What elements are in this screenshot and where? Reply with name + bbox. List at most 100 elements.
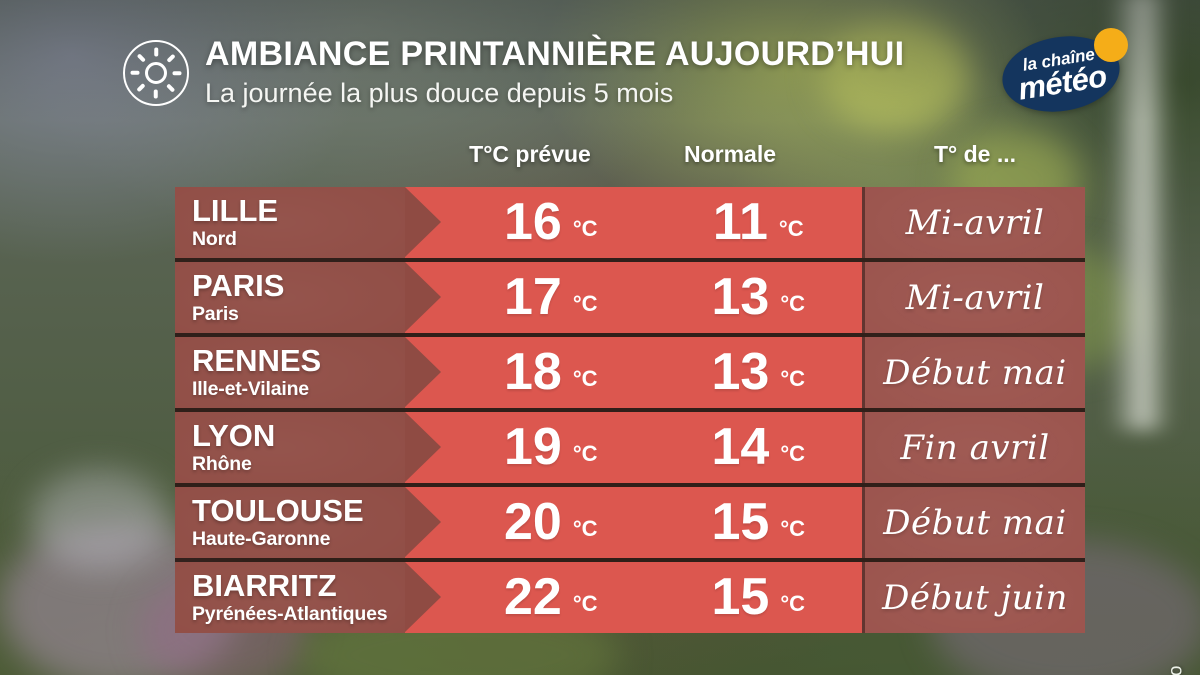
normal-unit: °C (780, 516, 806, 541)
t-de-value: Début mai (883, 502, 1067, 543)
normal-temperature: 15 °C (655, 487, 863, 558)
background-flower-patch (30, 470, 170, 570)
city-name: LYON (192, 418, 276, 454)
forecast-value: 19 (503, 418, 562, 476)
normal-temperature: 14 °C (655, 412, 863, 483)
normal-temperature: 13 °C (655, 262, 863, 333)
city-cell: TOULOUSE Haute-Garonne (175, 487, 405, 558)
forecast-unit: °C (572, 591, 598, 616)
normal-value: 13 (711, 268, 770, 326)
forecast-temperature: 16 °C (447, 187, 655, 258)
temperature-cells: 17 °C 13 °C (405, 262, 862, 333)
city-name: TOULOUSE (192, 493, 364, 529)
arrow-right-icon (405, 487, 441, 557)
forecast-temperature: 17 °C (447, 262, 655, 333)
sun-ray-icon (154, 89, 158, 99)
city-name: RENNES (192, 343, 322, 379)
table-row: LILLE Nord 16 °C 11 °C Mi-avril (175, 187, 1085, 258)
forecast-temperature: 22 °C (447, 562, 655, 633)
table-row: PARIS Paris 17 °C 13 °C Mi-avril (175, 262, 1085, 333)
arrow-right-icon (405, 412, 441, 482)
forecast-value: 20 (503, 493, 562, 551)
forecast-unit: °C (572, 441, 598, 466)
normal-temperature: 11 °C (655, 187, 863, 258)
forecast-value: 22 (503, 568, 562, 626)
arrow-right-icon (405, 562, 441, 632)
department-name: Rhône (192, 452, 252, 475)
normal-unit: °C (780, 291, 806, 316)
t-de-cell: Mi-avril (862, 262, 1085, 333)
t-de-cell: Début juin (862, 562, 1085, 633)
city-name: LILLE (192, 193, 279, 229)
sun-ray-icon (136, 83, 146, 93)
background-foliage-patch (820, 20, 970, 130)
normal-value: 15 (711, 568, 770, 626)
arrow-right-icon (405, 337, 441, 407)
sun-ray-icon (172, 71, 182, 75)
sun-ray-icon (130, 71, 140, 75)
table-row: LYON Rhône 19 °C 14 °C Fin avril (175, 412, 1085, 483)
normal-unit: °C (778, 216, 804, 241)
forecast-unit: °C (572, 366, 598, 391)
t-de-value: Début juin (882, 577, 1068, 618)
temperature-cells: 18 °C 13 °C (405, 337, 862, 408)
city-name: PARIS (192, 268, 285, 304)
sun-ray-icon (154, 47, 158, 57)
sun-ray-icon (136, 53, 146, 63)
normal-unit: °C (780, 366, 806, 391)
city-cell: RENNES Ille-et-Vilaine (175, 337, 405, 408)
department-name: Pyrénées-Atlantiques (192, 602, 388, 625)
forecast-temperature: 19 °C (447, 412, 655, 483)
forecast-value: 16 (503, 193, 562, 251)
normal-unit: °C (780, 591, 806, 616)
normal-value: 13 (711, 343, 770, 401)
t-de-value: Début mai (883, 352, 1067, 393)
city-name: BIARRITZ (192, 568, 337, 604)
normal-unit: °C (780, 441, 806, 466)
department-name: Paris (192, 302, 239, 325)
temperature-table: LILLE Nord 16 °C 11 °C Mi-avril PARIS (175, 187, 1085, 633)
department-name: Ille-et-Vilaine (192, 377, 309, 400)
temperature-cells: 20 °C 15 °C (405, 487, 862, 558)
arrow-right-icon (405, 187, 441, 257)
department-name: Haute-Garonne (192, 527, 331, 550)
normal-temperature: 15 °C (655, 562, 863, 633)
page-subtitle: La journée la plus douce depuis 5 mois (205, 78, 674, 109)
sun-ray-icon (166, 83, 176, 93)
t-de-cell: Début mai (862, 337, 1085, 408)
normal-value: 14 (711, 418, 770, 476)
city-cell: LILLE Nord (175, 187, 405, 258)
t-de-cell: Mi-avril (862, 187, 1085, 258)
sun-icon (123, 40, 189, 106)
t-de-value: Mi-avril (905, 277, 1045, 318)
city-cell: BIARRITZ Pyrénées-Atlantiques (175, 562, 405, 633)
copyright-text: © La Chaîne Météo (1166, 665, 1188, 675)
table-row: TOULOUSE Haute-Garonne 20 °C 15 °C Début… (175, 487, 1085, 558)
forecast-temperature: 20 °C (447, 487, 655, 558)
column-header-forecast: T°C prévue (469, 141, 591, 167)
city-cell: PARIS Paris (175, 262, 405, 333)
t-de-cell: Début mai (862, 487, 1085, 558)
page-title: AMBIANCE PRINTANNIÈRE AUJOURD’HUI (205, 35, 905, 73)
forecast-unit: °C (572, 216, 598, 241)
column-header-t-de: T° de ... (933, 141, 1017, 167)
sun-icon-core (145, 62, 167, 84)
department-name: Nord (192, 227, 237, 250)
city-cell: LYON Rhône (175, 412, 405, 483)
sun-ray-icon (166, 53, 176, 63)
forecast-unit: °C (572, 291, 598, 316)
column-header-normal: Normale (683, 141, 777, 167)
temperature-cells: 16 °C 11 °C (405, 187, 862, 258)
t-de-value: Mi-avril (905, 202, 1045, 243)
t-de-cell: Fin avril (862, 412, 1085, 483)
forecast-value: 17 (503, 268, 562, 326)
forecast-temperature: 18 °C (447, 337, 655, 408)
table-row: RENNES Ille-et-Vilaine 18 °C 13 °C Début… (175, 337, 1085, 408)
logo-sun-icon (1094, 28, 1128, 62)
table-row: BIARRITZ Pyrénées-Atlantiques 22 °C 15 °… (175, 562, 1085, 633)
arrow-right-icon (405, 262, 441, 332)
normal-value: 11 (712, 193, 768, 251)
t-de-value: Fin avril (900, 427, 1050, 468)
la-chaine-meteo-logo: la chaîne météo (996, 28, 1142, 120)
